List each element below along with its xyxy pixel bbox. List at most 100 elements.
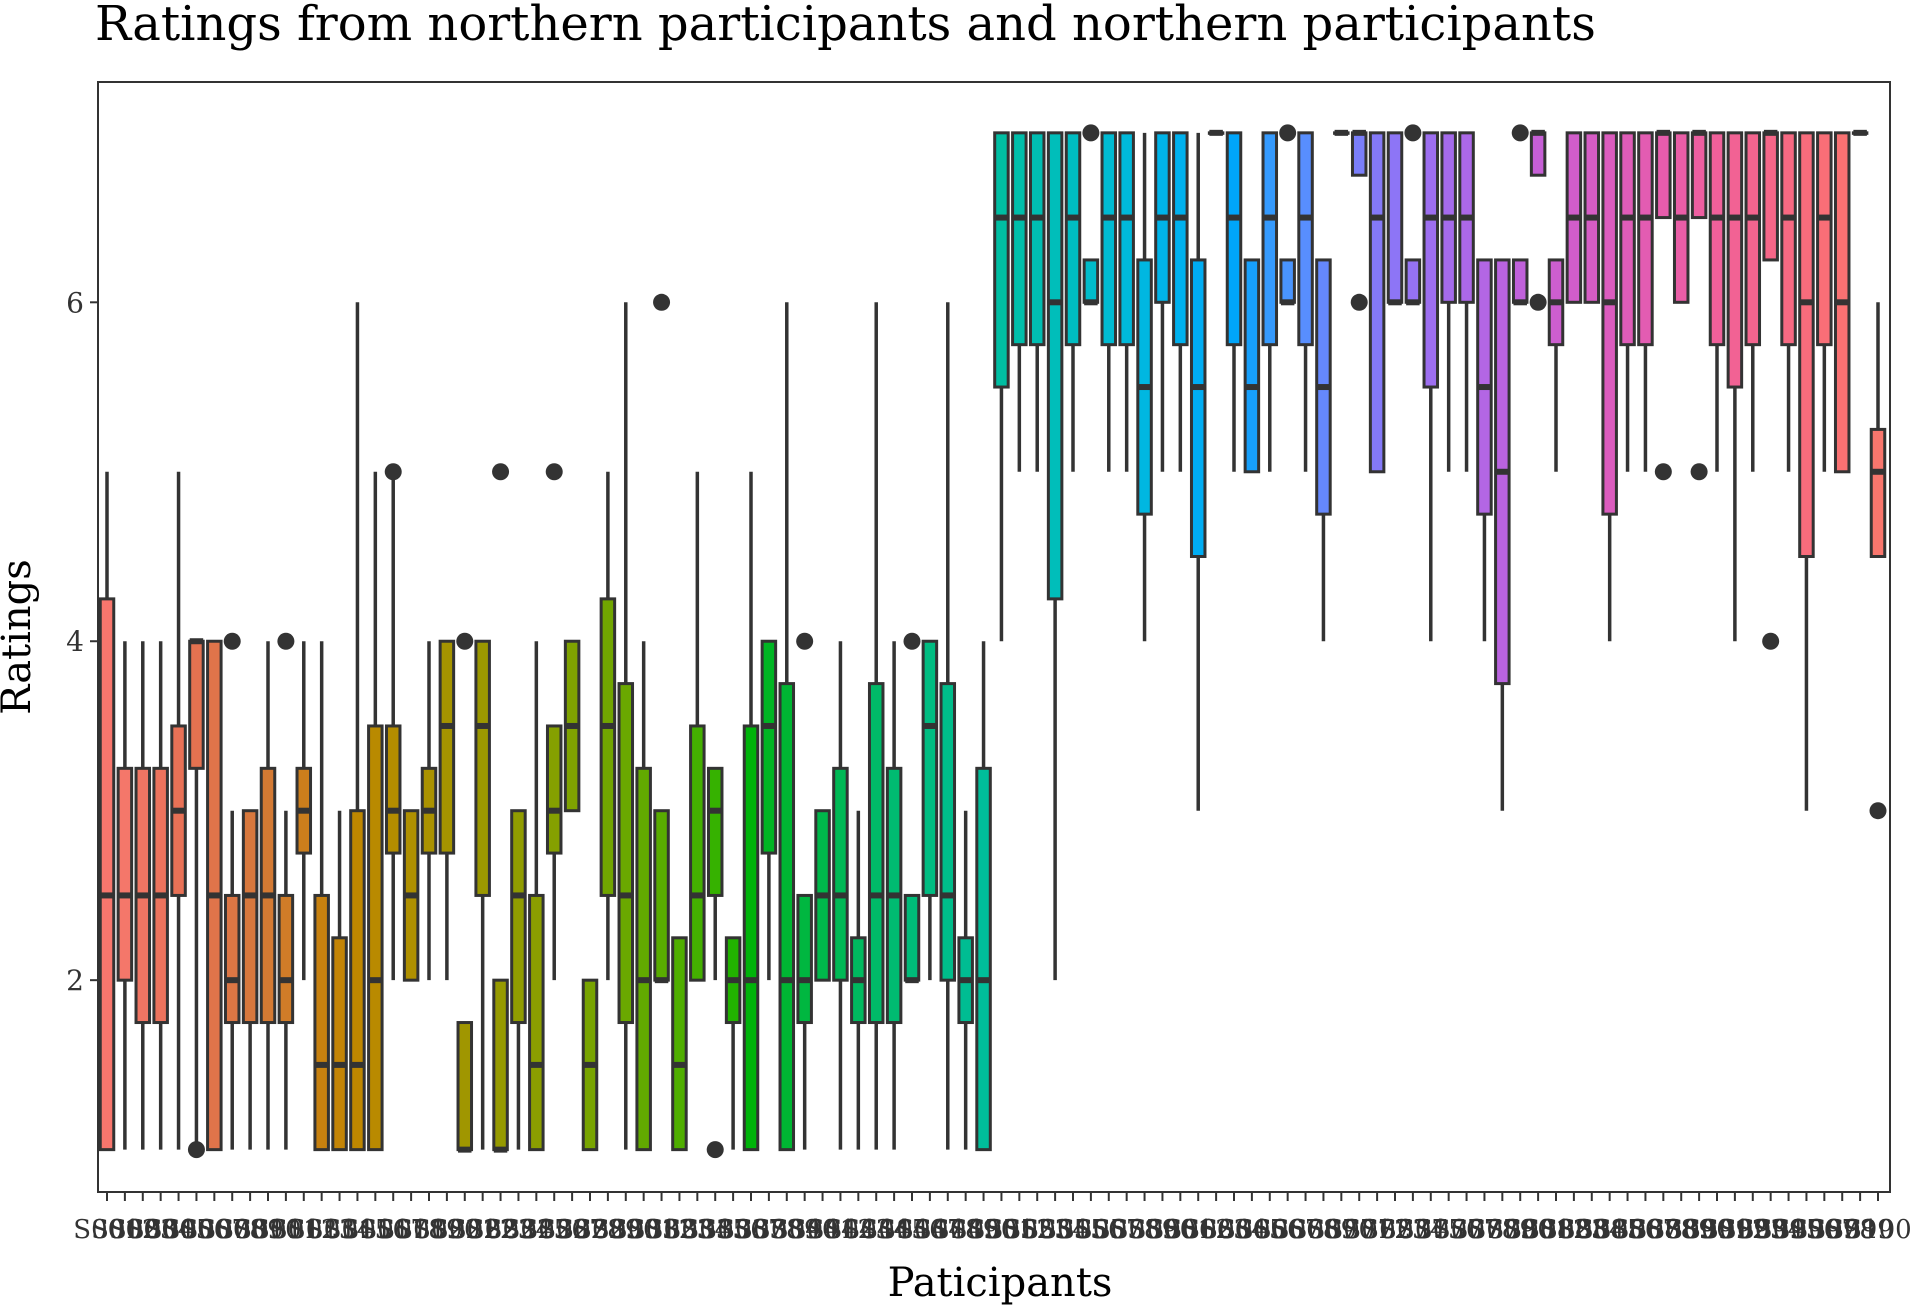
box-S029 [599, 471, 617, 981]
box-S010 [259, 641, 277, 1150]
outlier-point [653, 293, 671, 311]
box-S056 [1082, 124, 1100, 306]
box-S015 [349, 302, 366, 1152]
box-S034 [689, 471, 706, 982]
box-body [367, 724, 384, 1152]
box-body [474, 639, 491, 897]
box-body [742, 724, 760, 1152]
box-S026 [545, 463, 563, 981]
outlier-point [1511, 124, 1529, 142]
box-body [706, 766, 724, 897]
box-S069 [1315, 258, 1332, 642]
box-body [223, 893, 241, 1025]
box-body [975, 766, 992, 1152]
box-S013 [313, 641, 330, 1152]
outlier-point [1654, 463, 1672, 481]
box-body [617, 682, 635, 1025]
box-S028 [581, 978, 599, 1152]
box-body [1726, 131, 1744, 389]
x-tick-label: S058 [1093, 1215, 1160, 1245]
outlier-point [545, 463, 563, 481]
box-body [1708, 131, 1726, 347]
box-body [1869, 427, 1887, 559]
box-S079 [1494, 258, 1511, 811]
box-S011 [277, 632, 295, 1150]
box-S082 [1547, 258, 1565, 472]
box-S059 [1136, 132, 1153, 642]
box-body [545, 724, 563, 855]
x-tick-label: S094 [1737, 1215, 1804, 1245]
box-body [241, 809, 259, 1025]
x-tick-label: S097 [1791, 1215, 1858, 1245]
x-tick-label: S055 [1039, 1215, 1106, 1245]
box-S063 [1207, 129, 1225, 136]
x-tick-label: S071 [1326, 1215, 1393, 1245]
x-tick-label: S043 [825, 1215, 892, 1245]
box-S073 [1386, 131, 1404, 306]
outlier-point [1404, 124, 1422, 142]
x-tick-label: S063 [1182, 1215, 1249, 1245]
y-axis-title: Ratings [0, 559, 40, 715]
box-S067 [1279, 124, 1297, 306]
box-body [1046, 131, 1064, 601]
box-body [116, 766, 134, 982]
x-tick-label: S027 [538, 1215, 605, 1245]
box-body [1816, 131, 1833, 347]
x-tick-label: S049 [932, 1215, 999, 1245]
box-S019 [420, 641, 438, 981]
box-S058 [1118, 131, 1135, 472]
box-S064 [1225, 131, 1243, 472]
box-S048 [939, 302, 957, 1150]
box-body [1172, 131, 1189, 347]
box-S031 [635, 641, 652, 1152]
x-tick-label: S044 [843, 1215, 910, 1245]
y-tick-label: 2 [66, 964, 84, 997]
x-tick-label: S019 [395, 1215, 462, 1245]
box-body [1404, 258, 1422, 304]
box-S036 [724, 936, 742, 1150]
box-S006 [187, 638, 205, 1159]
box-S052 [1011, 131, 1028, 472]
box-S088 [1654, 129, 1672, 481]
box-S089 [1672, 131, 1690, 304]
box-S085 [1601, 131, 1618, 642]
box-body [1064, 131, 1082, 347]
outlier-point [1762, 632, 1780, 650]
box-body [1279, 258, 1296, 304]
box-body [1780, 131, 1797, 347]
y-tick-label: 4 [66, 625, 84, 658]
box-S003 [134, 641, 152, 1150]
box-S070 [1333, 129, 1350, 136]
x-tick-label: S059 [1111, 1215, 1178, 1245]
box-S021 [456, 632, 474, 1153]
x-tick-label: S066 [1236, 1215, 1303, 1245]
x-tick-label: S005 [145, 1215, 212, 1245]
box-body [778, 682, 796, 1152]
x-tick-label: S081 [1504, 1215, 1571, 1245]
x-tick-label: S096 [1773, 1215, 1840, 1245]
x-tick-label: S028 [556, 1215, 623, 1245]
box-body [1762, 131, 1779, 262]
y-tick-label: 6 [66, 286, 84, 319]
box-body [1386, 131, 1404, 304]
box-S080 [1511, 124, 1529, 306]
x-tick-label: S021 [431, 1215, 498, 1245]
box-body [1261, 131, 1279, 347]
x-tick-label: S069 [1290, 1215, 1357, 1245]
x-tick-label: S050 [950, 1215, 1017, 1245]
x-tick-label: S062 [1165, 1215, 1232, 1245]
box-S018 [402, 809, 420, 982]
x-tick-label: S048 [914, 1215, 981, 1245]
box-body [796, 893, 813, 1025]
box-body [903, 893, 921, 982]
box-body [1690, 131, 1708, 220]
x-tick-label: S085 [1576, 1215, 1643, 1245]
outlier-point [1869, 802, 1887, 820]
x-tick-label: S052 [986, 1215, 1053, 1245]
x-tick-label: S002 [91, 1215, 158, 1245]
x-tick-label: S010 [234, 1215, 301, 1245]
outlier-point [706, 1141, 724, 1159]
box-S100 [1869, 302, 1887, 820]
box-body [1100, 131, 1118, 347]
box-S014 [331, 810, 348, 1152]
